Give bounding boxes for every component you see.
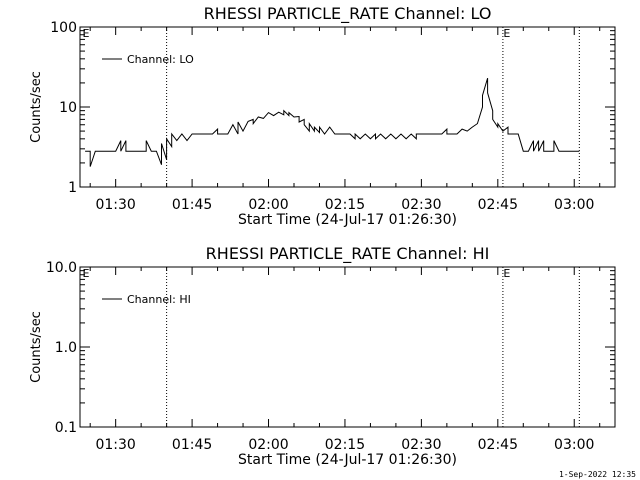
x-tick-label: 02:45: [478, 437, 518, 453]
x-tick-label: 03:00: [554, 197, 594, 213]
event-marker-label: E: [503, 27, 510, 40]
x-tick-label: 01:45: [172, 197, 212, 213]
x-axis-label: Start Time (24-Jul-17 01:26:30): [238, 212, 457, 228]
x-tick-label: 01:30: [95, 437, 135, 453]
y-axis-label: Counts/sec: [29, 311, 44, 383]
y-tick-label: 10.0: [46, 260, 77, 276]
x-tick-label: 02:30: [401, 197, 441, 213]
y-tick-label: 10: [59, 100, 77, 116]
x-tick-label: 02:00: [248, 437, 288, 453]
y-tick-label: 1: [68, 180, 77, 196]
x-tick-label: 02:15: [325, 197, 365, 213]
legend-label: Channel: LO: [127, 53, 194, 66]
x-tick-label: 01:30: [95, 197, 135, 213]
x-tick-label: 02:00: [248, 197, 288, 213]
x-tick-label: 02:15: [325, 437, 365, 453]
event-marker-label: E: [503, 267, 510, 280]
y-tick-label: 1.0: [55, 340, 77, 356]
chart-title: RHESSI PARTICLE_RATE Channel: HI: [206, 244, 490, 264]
corner-event-label: E: [83, 267, 90, 280]
series-line: [85, 77, 580, 167]
y-tick-label: 100: [50, 20, 77, 36]
x-axis-label: Start Time (24-Jul-17 01:26:30): [238, 452, 457, 468]
y-tick-label: 0.1: [55, 420, 77, 436]
y-axis-label: Counts/sec: [29, 71, 44, 143]
x-tick-label: 01:45: [172, 437, 212, 453]
x-tick-label: 02:30: [401, 437, 441, 453]
print-timestamp: 1-Sep-2022 12:35: [558, 470, 636, 479]
chart-title: RHESSI PARTICLE_RATE Channel: LO: [204, 4, 492, 24]
corner-event-label: E: [83, 27, 90, 40]
plot-frame: [79, 26, 616, 188]
legend-label: Channel: HI: [127, 293, 191, 306]
x-tick-label: 02:45: [478, 197, 518, 213]
plot-frame: [79, 266, 616, 428]
x-tick-label: 03:00: [554, 437, 594, 453]
